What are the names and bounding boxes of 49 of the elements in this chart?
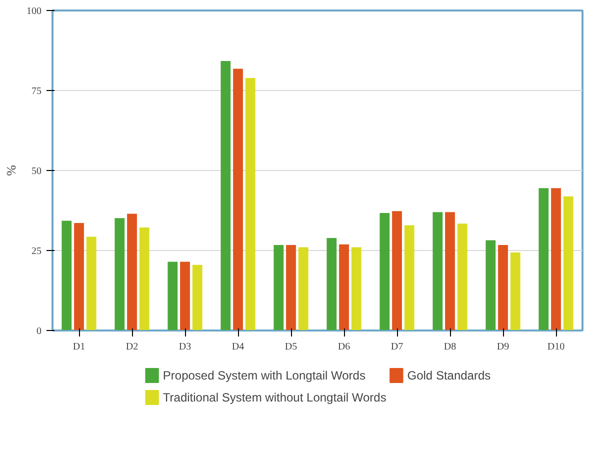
bar	[86, 236, 96, 330]
bar	[245, 78, 256, 330]
x-tick-label: D10	[547, 342, 565, 352]
y-tick-label: 100	[26, 6, 42, 17]
y-tick-label: 75	[32, 86, 42, 97]
x-tick-label: D1	[72, 342, 86, 352]
legend-label: Traditional System without Longtail Words	[162, 390, 386, 404]
x-tick-label: D8	[444, 342, 456, 352]
bar	[486, 240, 496, 330]
x-tick-label: D2	[126, 342, 138, 352]
bar	[286, 245, 296, 330]
bar	[298, 247, 308, 330]
bar	[274, 245, 284, 330]
bar	[114, 218, 125, 330]
bar	[74, 222, 84, 330]
bar	[62, 220, 72, 330]
bar	[168, 262, 178, 330]
x-tick-label: D9	[496, 342, 510, 352]
bar	[220, 61, 231, 330]
bar	[180, 262, 190, 330]
x-tick-label: D3	[178, 342, 192, 352]
y-tick-label: 0	[36, 326, 42, 337]
bar	[457, 224, 468, 330]
bar	[404, 225, 414, 330]
bar	[392, 211, 402, 330]
bar	[139, 227, 150, 330]
bar	[445, 212, 455, 330]
bar	[498, 245, 508, 330]
bar	[326, 238, 337, 330]
bar	[563, 196, 574, 330]
bar	[551, 188, 561, 330]
legend-label: Proposed System with Longtail Words	[162, 368, 366, 382]
x-tick-label: D6	[338, 342, 350, 352]
bar	[127, 214, 137, 330]
bar	[351, 247, 362, 330]
x-tick-label: D7	[390, 342, 404, 352]
y-tick-label: 50	[32, 166, 42, 177]
x-tick-label: D4	[232, 342, 244, 352]
bar	[538, 188, 549, 330]
bar	[233, 68, 243, 330]
bar	[432, 212, 443, 330]
y-tick-label: 25	[32, 246, 42, 257]
bar	[192, 264, 202, 330]
x-tick-label: D5	[284, 342, 298, 352]
y-axis-title: %	[4, 164, 18, 176]
bar	[510, 252, 520, 330]
legend-label: Gold Standards	[407, 368, 491, 382]
bar	[380, 213, 390, 330]
bar	[339, 244, 349, 330]
